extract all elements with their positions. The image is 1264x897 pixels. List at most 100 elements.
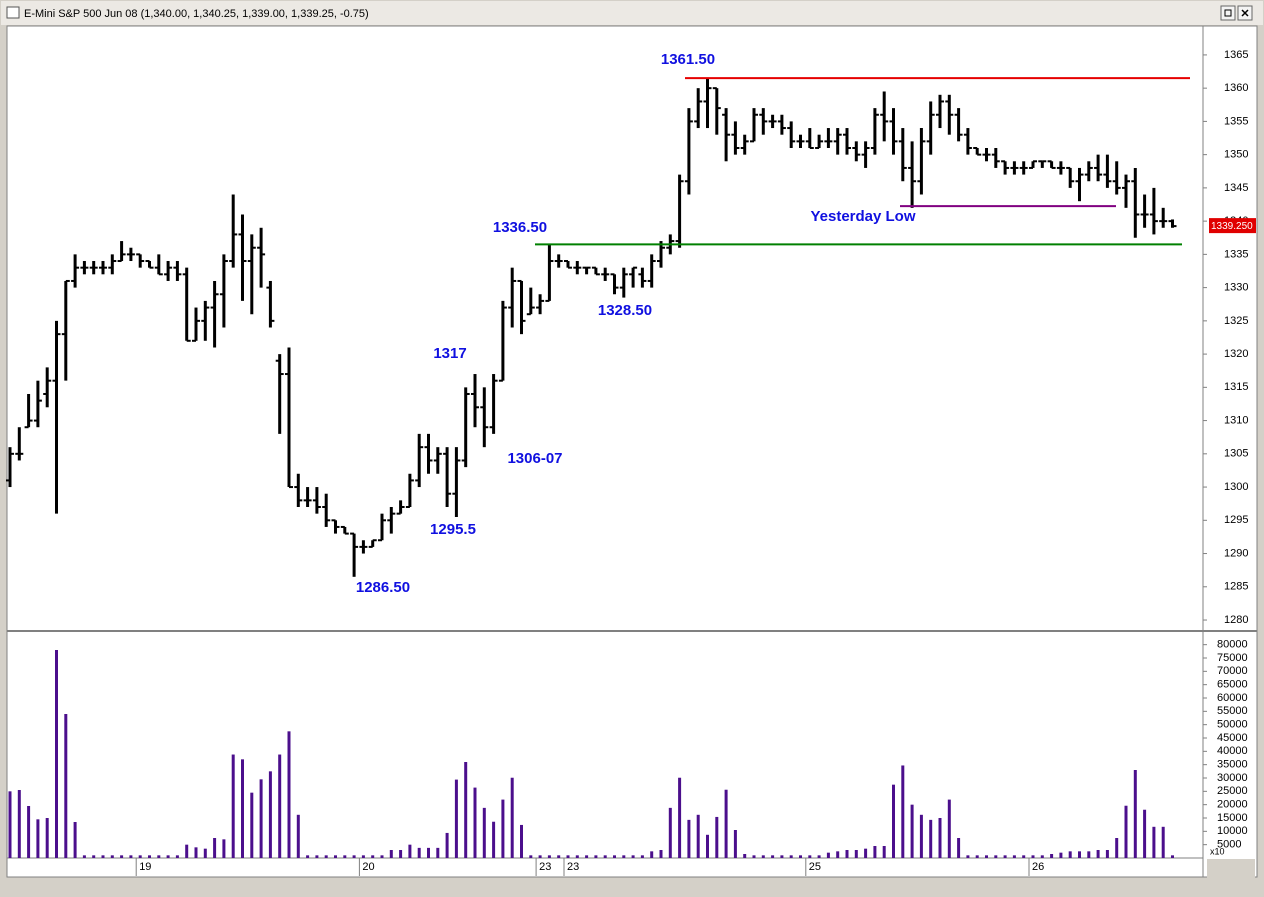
volume-bar [371, 855, 375, 858]
corner-box [1207, 859, 1255, 893]
volume-bar [361, 855, 365, 858]
x-tick-label: 26 [1032, 861, 1044, 873]
volume-bar [36, 819, 40, 858]
volume-bar [613, 855, 616, 858]
volume-bar [492, 821, 496, 858]
y-tick-label: 1330 [1224, 282, 1248, 294]
window-icon [6, 6, 20, 19]
y-tick-label: 1335 [1224, 248, 1248, 260]
volume-bar [110, 855, 114, 858]
volume-bar [892, 784, 895, 858]
y-tick-label: 1285 [1224, 581, 1248, 593]
volume-bar [334, 855, 337, 858]
y-tick-label: 1320 [1224, 348, 1248, 360]
volume-bar [120, 855, 124, 858]
plot-area [6, 25, 1258, 878]
maximize-button[interactable] [1220, 5, 1236, 21]
volume-bar [1031, 855, 1035, 858]
volume-bar [427, 847, 430, 858]
y-tick-label: 1310 [1224, 414, 1248, 426]
annotation: 1336.50 [493, 219, 547, 236]
volume-bar [166, 855, 170, 858]
volume-bar [1003, 855, 1007, 858]
volume-bar [975, 855, 979, 858]
volume-bar [296, 814, 300, 858]
volume-bar [213, 838, 217, 858]
volume-bar [566, 855, 570, 858]
volume-bar [538, 855, 542, 858]
volume-bar [966, 855, 970, 858]
volume-bar [482, 807, 486, 858]
x-tick-label: 19 [139, 861, 151, 873]
y-tick-label: 25000 [1217, 785, 1248, 797]
volume-bar [696, 814, 700, 858]
volume-bar [743, 854, 747, 858]
volume-bar [1068, 851, 1072, 858]
annotation: 1317 [433, 345, 466, 362]
y-tick-label: 1325 [1224, 315, 1248, 327]
y-tick-label: 1280 [1224, 614, 1248, 626]
volume-bar [1143, 809, 1147, 858]
annotation: 1286.50 [356, 579, 410, 596]
volume-bar [799, 855, 802, 858]
y-tick-label: 40000 [1217, 745, 1248, 757]
volume-bar [8, 791, 12, 858]
volume-bar [148, 855, 151, 858]
volume-bar [622, 855, 626, 858]
y-tick-label: 1355 [1224, 115, 1248, 127]
volume-bar [55, 650, 58, 858]
y-tick-label: 1315 [1224, 381, 1248, 393]
volume-bar [129, 855, 133, 858]
volume-bar [575, 855, 579, 858]
volume-bar [408, 844, 412, 858]
volume-bar [175, 855, 179, 858]
volume-bar [1096, 850, 1100, 858]
volume-bar [1022, 855, 1026, 858]
volume-bar [668, 807, 672, 858]
volume-bar [826, 852, 830, 858]
volume-bar [101, 855, 105, 858]
volume-bar [724, 789, 728, 858]
y-tick-label: 45000 [1217, 732, 1248, 744]
volume-bar [957, 838, 961, 858]
volume-bar [529, 855, 533, 858]
annotation: 1306-07 [507, 450, 562, 467]
y-tick-label: 1350 [1224, 149, 1248, 161]
close-icon [1241, 9, 1249, 17]
volume-bar [324, 855, 328, 858]
volume-bar [510, 777, 514, 858]
volume-bar [268, 771, 272, 858]
volume-bar [780, 855, 784, 858]
x-tick-label: 23 [539, 861, 551, 873]
volume-bar [845, 850, 849, 858]
volume-bar [454, 779, 458, 858]
volume-bar [873, 846, 877, 858]
volume-bar [901, 765, 905, 858]
annotation: 1295.5 [430, 521, 476, 538]
volume-bar [315, 855, 319, 858]
chart-title: E-Mini S&P 500 Jun 08 (1,340.00, 1,340.2… [24, 8, 369, 20]
volume-bar [594, 855, 598, 858]
volume-bar [994, 855, 998, 858]
volume-bar [1171, 855, 1174, 858]
volume-bar [231, 754, 235, 858]
volume-bar [678, 777, 682, 858]
volume-bar [547, 855, 551, 858]
volume-bar [836, 851, 840, 858]
volume-bar [82, 855, 86, 858]
volume-bar [1078, 851, 1081, 858]
y-tick-label: 20000 [1217, 799, 1248, 811]
last-price-label: 1339.250 [1211, 221, 1253, 232]
volume-bar [473, 787, 477, 858]
volume-bar [603, 855, 607, 858]
volume-bar [789, 855, 793, 858]
volume-bar [761, 855, 765, 858]
last-price-tag [1209, 218, 1256, 234]
y-tick-label: 1365 [1224, 49, 1248, 61]
volume-bar [808, 855, 812, 858]
y-tick-label: 10000 [1217, 825, 1248, 837]
volume-bar [241, 759, 244, 858]
volume-bar [557, 855, 561, 858]
